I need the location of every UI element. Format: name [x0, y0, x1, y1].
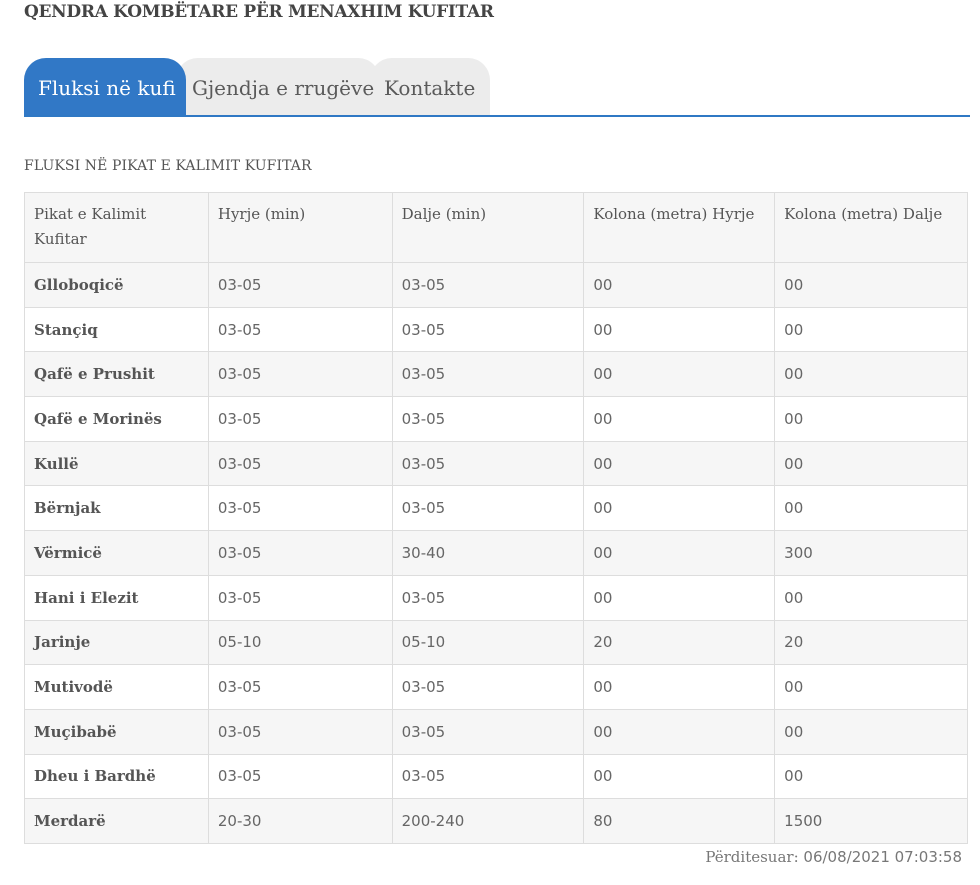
entry-time: 03-05 — [207, 530, 393, 576]
exit-time: 03-05 — [391, 664, 585, 710]
entry-time: 03-05 — [207, 664, 393, 710]
exit-time: 03-05 — [391, 351, 585, 398]
exit-time: 03-05 — [391, 485, 585, 532]
entry-time: 20-30 — [207, 798, 393, 844]
queue-entry: 00 — [583, 753, 776, 800]
exit-time: 03-05 — [391, 306, 585, 353]
entry-time: 05-10 — [207, 619, 393, 666]
queue-entry: 80 — [583, 798, 776, 844]
crossing-point-name: Vërmicë — [24, 530, 209, 576]
table-row: Jarinje 05-10 05-10 20 20 — [24, 619, 968, 666]
table-row: Mutivodë 03-05 03-05 00 00 — [24, 664, 968, 710]
entry-time: 03-05 — [207, 485, 393, 532]
exit-time: 03-05 — [391, 574, 585, 621]
last-updated: Përditesuar: 06/08/2021 07:03:58 — [705, 848, 962, 866]
table-header: Pikat e Kalimit Kufitar Hyrje (min) Dalj… — [24, 192, 968, 263]
exit-time: 03-05 — [391, 708, 585, 755]
table-row: Qafë e Morinës 03-05 03-05 00 00 — [24, 396, 968, 442]
exit-time: 03-05 — [391, 440, 585, 487]
entry-time: 03-05 — [207, 708, 393, 755]
queue-exit: 00 — [774, 485, 968, 532]
crossing-point-name: Hani i Elezit — [24, 574, 209, 621]
queue-entry: 00 — [583, 396, 776, 442]
crossing-point-name: Merdarë — [24, 798, 209, 844]
exit-time: 03-05 — [391, 753, 585, 800]
queue-exit: 20 — [774, 619, 968, 666]
tab-bar: Fluksi në kufi Gjendja e rrugëve Kontakt… — [24, 58, 970, 117]
column-header-exit-min: Dalje (min) — [391, 192, 585, 263]
entry-time: 03-05 — [207, 753, 393, 800]
queue-exit: 00 — [774, 708, 968, 755]
table-row: Vërmicë 03-05 30-40 00 300 — [24, 530, 968, 576]
section-title: FLUKSI NË PIKAT E KALIMIT KUFITAR — [24, 158, 312, 174]
header-row: Pikat e Kalimit Kufitar Hyrje (min) Dalj… — [24, 192, 968, 263]
table-row: Dheu i Bardhë 03-05 03-05 00 00 — [24, 753, 968, 800]
crossing-point-name: Dheu i Bardhë — [24, 753, 209, 800]
queue-entry: 00 — [583, 306, 776, 353]
queue-entry: 00 — [583, 262, 776, 308]
crossing-point-name: Qafë e Morinës — [24, 396, 209, 442]
queue-exit: 00 — [774, 306, 968, 353]
table-row: Merdarë 20-30 200-240 80 1500 — [24, 798, 968, 844]
entry-time: 03-05 — [207, 262, 393, 308]
table-row: Glloboqicë 03-05 03-05 00 00 — [24, 262, 968, 308]
queue-exit: 00 — [774, 351, 968, 398]
exit-time: 200-240 — [391, 798, 585, 844]
crossing-point-name: Jarinje — [24, 619, 209, 666]
queue-entry: 00 — [583, 351, 776, 398]
last-updated-label: Përditesuar: — [705, 848, 799, 866]
column-header-entry-min: Hyrje (min) — [207, 192, 393, 263]
queue-entry: 00 — [583, 708, 776, 755]
column-header-queue-exit: Kolona (metra) Dalje — [774, 192, 968, 263]
tab-road-conditions[interactable]: Gjendja e rrugëve — [176, 58, 380, 115]
entry-time: 03-05 — [207, 306, 393, 353]
crossing-point-name: Stançiq — [24, 306, 209, 353]
last-updated-timestamp: 06/08/2021 07:03:58 — [803, 848, 962, 866]
entry-time: 03-05 — [207, 440, 393, 487]
entry-time: 03-05 — [207, 396, 393, 442]
queue-entry: 00 — [583, 440, 776, 487]
border-flux-table: Pikat e Kalimit Kufitar Hyrje (min) Dalj… — [24, 192, 968, 844]
entry-time: 03-05 — [207, 351, 393, 398]
table-row: Kullë 03-05 03-05 00 00 — [24, 440, 968, 487]
table-row: Hani i Elezit 03-05 03-05 00 00 — [24, 574, 968, 621]
queue-exit: 00 — [774, 396, 968, 442]
table-body: Glloboqicë 03-05 03-05 00 00 Stançiq 03-… — [24, 262, 968, 844]
exit-time: 30-40 — [391, 530, 585, 576]
column-header-crossing-point: Pikat e Kalimit Kufitar — [24, 192, 209, 263]
table-row: Muçibabë 03-05 03-05 00 00 — [24, 708, 968, 755]
table-row: Stançiq 03-05 03-05 00 00 — [24, 306, 968, 353]
exit-time: 03-05 — [391, 262, 585, 308]
queue-entry: 00 — [583, 664, 776, 710]
queue-entry: 20 — [583, 619, 776, 666]
table-row: Qafë e Prushit 03-05 03-05 00 00 — [24, 351, 968, 398]
queue-exit: 00 — [774, 440, 968, 487]
queue-exit: 00 — [774, 574, 968, 621]
tab-border-flux[interactable]: Fluksi në kufi — [24, 58, 186, 115]
crossing-point-name: Bërnjak — [24, 485, 209, 532]
crossing-point-name: Muçibabë — [24, 708, 209, 755]
column-header-queue-entry: Kolona (metra) Hyrje — [583, 192, 776, 263]
queue-exit: 00 — [774, 262, 968, 308]
crossing-point-name: Glloboqicë — [24, 262, 209, 308]
exit-time: 05-10 — [391, 619, 585, 666]
crossing-point-name: Qafë e Prushit — [24, 351, 209, 398]
page-title: QENDRA KOMBËTARE PËR MENAXHIM KUFITAR — [24, 2, 494, 22]
queue-exit: 300 — [774, 530, 968, 576]
queue-exit: 00 — [774, 664, 968, 710]
entry-time: 03-05 — [207, 574, 393, 621]
exit-time: 03-05 — [391, 396, 585, 442]
crossing-point-name: Kullë — [24, 440, 209, 487]
table-row: Bërnjak 03-05 03-05 00 00 — [24, 485, 968, 532]
crossing-point-name: Mutivodë — [24, 664, 209, 710]
queue-entry: 00 — [583, 574, 776, 621]
queue-entry: 00 — [583, 530, 776, 576]
queue-entry: 00 — [583, 485, 776, 532]
tab-contacts[interactable]: Kontakte — [370, 58, 490, 115]
queue-exit: 00 — [774, 753, 968, 800]
queue-exit: 1500 — [774, 798, 968, 844]
